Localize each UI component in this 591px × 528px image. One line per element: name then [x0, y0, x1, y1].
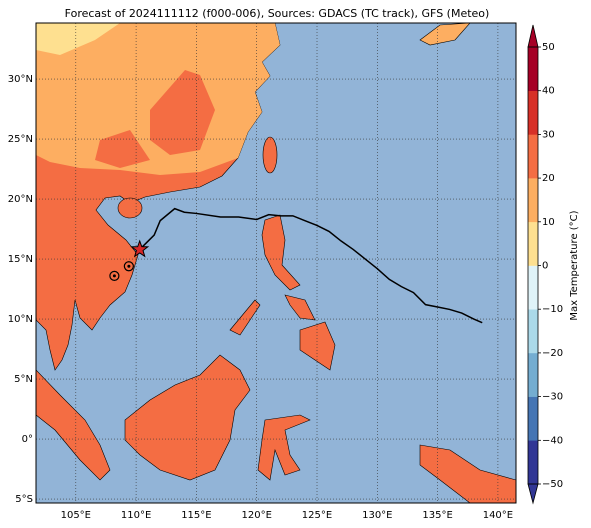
colorbar-segment	[528, 309, 538, 354]
cool-patch	[36, 23, 120, 55]
colorbar-segment	[528, 178, 538, 223]
colorbar-tick-label: −50	[542, 479, 563, 490]
y-tick-label: 20°N	[8, 194, 33, 205]
warm-patch	[150, 70, 215, 155]
x-tick-label: 130°E	[362, 510, 392, 521]
borneo	[124, 354, 251, 481]
y-tick-label: 5°N	[14, 374, 33, 385]
colorbar: 50 40 30 20 10 0 −10 −20 −30 −40 −50 Max Temperatur…	[527, 24, 580, 505]
taiwan	[262, 136, 278, 174]
colorbar-extend-bottom	[527, 483, 539, 505]
colorbar-segment	[528, 47, 538, 91]
colorbar-tick-label: 0	[542, 261, 548, 272]
colorbar-tick-label: 20	[542, 173, 555, 184]
luzon	[261, 214, 301, 291]
sulawesi	[257, 414, 311, 481]
x-tick-label: 115°E	[181, 510, 211, 521]
colorbar-tick-label: 40	[542, 86, 555, 97]
graticule	[36, 23, 516, 503]
colorbar-segment	[528, 221, 538, 266]
y-tick-label: 5°S	[15, 494, 33, 505]
map-title: Forecast of 2024111112 (f000-006), Sourc…	[65, 7, 490, 20]
colorbar-tick-label: −30	[542, 392, 563, 403]
x-tick-label: 140°E	[483, 510, 513, 521]
colorbar-extend-top	[527, 24, 539, 48]
map-frame	[35, 22, 517, 504]
mindanao	[299, 321, 336, 371]
hainan	[117, 197, 143, 219]
past-position	[123, 261, 134, 272]
x-tick-label: 125°E	[302, 510, 332, 521]
colorbar-segment	[528, 134, 538, 179]
colorbar-label: Max Temperature (°C)	[569, 210, 580, 320]
current-position	[130, 239, 150, 258]
colorbar-segment	[528, 352, 538, 397]
palawan	[229, 299, 261, 336]
x-tick-label: 110°E	[121, 510, 151, 521]
x-tick-label: 120°E	[242, 510, 272, 521]
colorbar-tick-label: 50	[542, 42, 555, 53]
new-guinea	[419, 444, 516, 503]
track-line	[139, 207, 483, 324]
colorbar-tick-label: −40	[542, 435, 563, 446]
past-position	[109, 270, 120, 281]
x-tick-label: 105°E	[61, 510, 91, 521]
visayas	[284, 294, 316, 321]
y-tick-label: 25°N	[8, 134, 33, 145]
colorbar-tick-label: 10	[542, 217, 555, 228]
colorbar-segment	[528, 440, 538, 485]
colorbar-segment	[528, 265, 538, 310]
tc-track	[109, 207, 483, 324]
colorbar-tick-label: −10	[542, 304, 563, 315]
y-tick-label: 15°N	[8, 254, 33, 265]
china-cool-region	[36, 23, 280, 175]
past-position-dot	[127, 264, 131, 268]
past-position-dot	[112, 274, 116, 278]
colorbar-tick-label: −20	[542, 348, 563, 359]
y-tick-label: 10°N	[8, 314, 33, 325]
x-tick-label: 135°E	[422, 510, 452, 521]
colorbar-tick-label: 30	[542, 129, 555, 140]
colorbar-segment	[528, 396, 538, 441]
y-tick-label: 30°N	[8, 74, 33, 85]
japan	[419, 23, 471, 46]
colorbar-segment	[528, 90, 538, 135]
y-tick-label: 0°	[22, 434, 33, 445]
sumatra	[36, 369, 111, 481]
